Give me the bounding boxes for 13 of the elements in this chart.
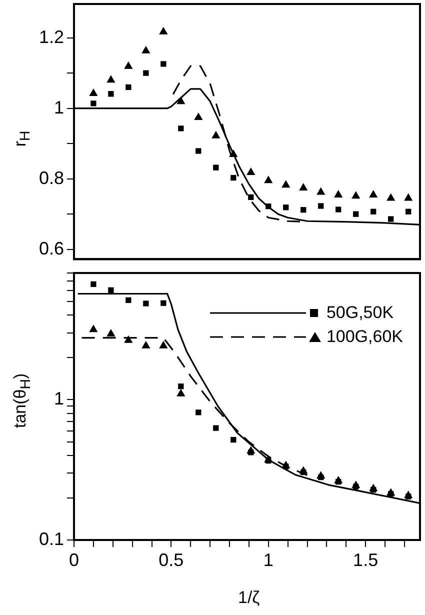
x-tick-label: 1.5 — [353, 550, 378, 570]
x-tick-label: 0 — [68, 550, 80, 570]
x-tick-label: 0.5 — [158, 550, 184, 570]
legend-label: 50G,50K — [326, 303, 394, 323]
y-tick-label: 1 — [54, 97, 64, 118]
y-tick-label: 0.1 — [38, 528, 64, 549]
y-tick-label: 1.2 — [38, 26, 64, 47]
y-tick-label: 1 — [54, 388, 64, 409]
x-tick-label: 1 — [263, 550, 274, 570]
y-tick-label: 0.8 — [38, 168, 64, 188]
x-axis-title: 1/ζ — [238, 588, 260, 608]
legend-label: 100G,60K — [326, 327, 403, 347]
y-tick-label: 0.6 — [38, 238, 64, 258]
